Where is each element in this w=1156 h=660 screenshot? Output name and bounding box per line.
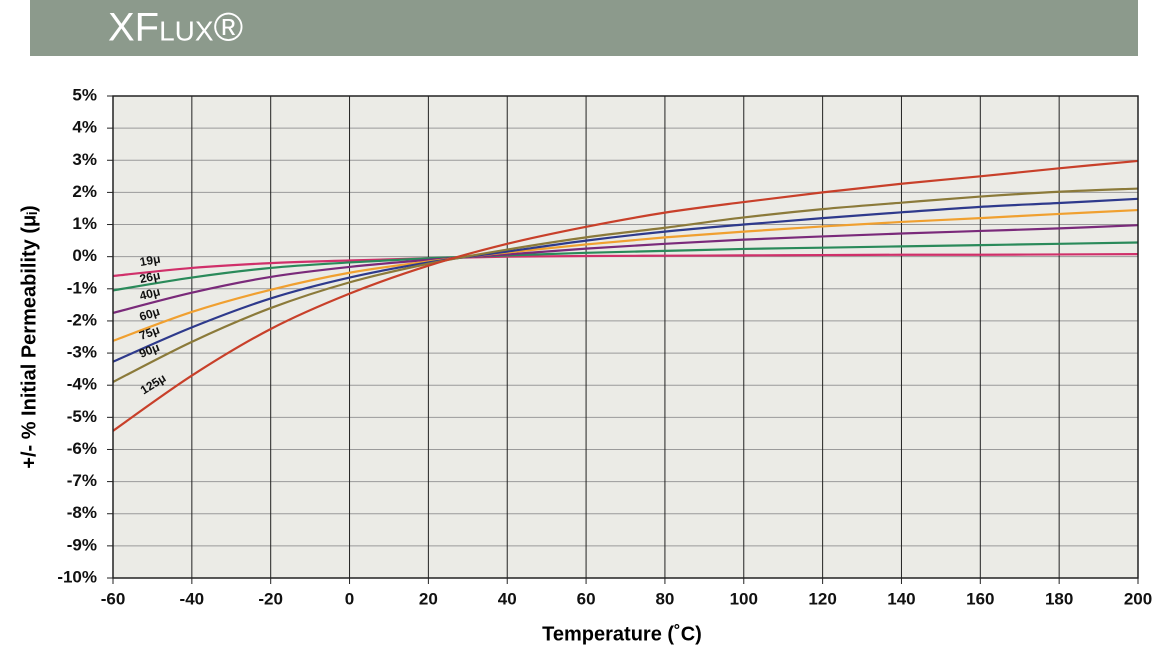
x-tick-label: -40 [180, 589, 205, 608]
series-line [112, 197, 1139, 363]
x-tick-label: -60 [101, 589, 126, 608]
y-tick-label: 0% [72, 246, 97, 265]
x-tick-label: 180 [1045, 589, 1073, 608]
chart-title: XFlux® [108, 6, 243, 50]
curve-label: 75μ [137, 323, 161, 343]
series-line [112, 159, 1139, 432]
curve-label: 19μ [139, 252, 162, 269]
x-tick-label: 20 [419, 589, 438, 608]
plot-area [113, 96, 1138, 578]
header-bar [30, 0, 1138, 56]
x-tick-label: 200 [1124, 589, 1152, 608]
x-tick-label: 100 [730, 589, 758, 608]
y-tick-label: -1% [67, 278, 97, 297]
x-tick-label: 140 [887, 589, 915, 608]
y-tick-label: -7% [67, 471, 97, 490]
x-axis-title: Temperature (˚C) [542, 622, 702, 645]
y-tick-label: 1% [72, 214, 97, 233]
x-tick-label: 40 [498, 589, 517, 608]
y-tick-label: 2% [72, 182, 97, 201]
curve-label: 26μ [138, 268, 161, 286]
y-tick-label: -10% [57, 567, 97, 586]
y-tick-label: -2% [67, 310, 97, 329]
x-tick-label: 60 [577, 589, 596, 608]
x-tick-label: -20 [258, 589, 283, 608]
y-tick-label: 3% [72, 150, 97, 169]
x-tick-label: 0 [345, 589, 354, 608]
series-line [112, 241, 1139, 292]
y-tick-label: 5% [72, 85, 97, 104]
x-tick-label: 160 [966, 589, 994, 608]
curve-label: 40μ [138, 284, 161, 303]
y-tick-label: -5% [67, 407, 97, 426]
series-line [112, 208, 1139, 342]
x-tick-label: 80 [655, 589, 674, 608]
y-axis-title: +/- % Initial Permeability (μᵢ) [18, 205, 40, 468]
y-tick-label: -4% [67, 375, 97, 394]
y-tick-label: -8% [67, 503, 97, 522]
y-tick-label: -3% [67, 343, 97, 362]
plot-border [112, 95, 1139, 579]
curve-label: 60μ [138, 304, 162, 324]
series-line [112, 252, 1139, 278]
y-tick-label: -6% [67, 439, 97, 458]
series-line [112, 187, 1139, 383]
y-tick-label: -9% [67, 535, 97, 554]
y-tick-label: 4% [72, 118, 97, 137]
x-tick-label: 120 [808, 589, 836, 608]
series-line [112, 224, 1139, 314]
